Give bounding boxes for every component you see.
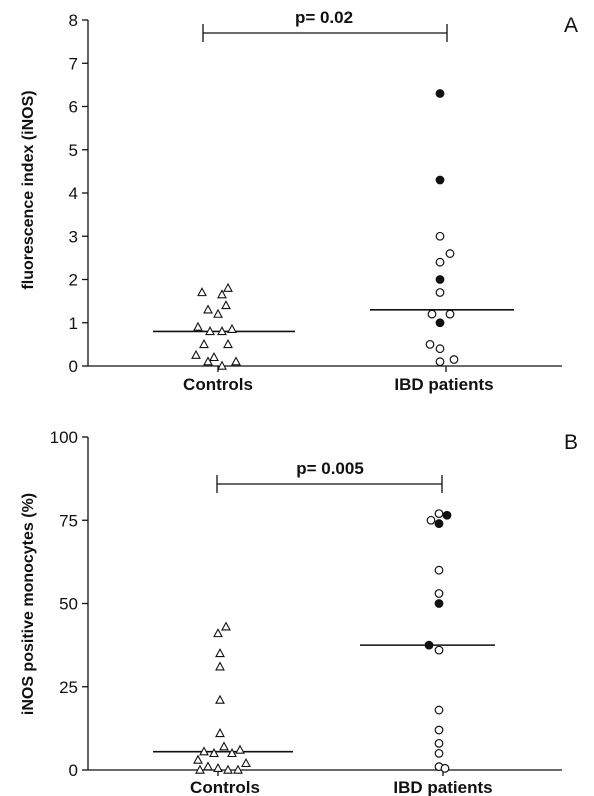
panel-b-ibd-point-open (434, 738, 444, 748)
panel-a-control-point (217, 289, 227, 299)
panel-a-control-point (199, 339, 209, 349)
panel-b-control-point (213, 628, 223, 638)
panel-a-ibd-point-open (445, 309, 455, 319)
panel-a-ibd-point-filled (435, 175, 445, 185)
panel-b-ibd-point-open (440, 763, 450, 773)
panel-a-y-axis-label: fluorescence index (iNOS) (20, 90, 37, 289)
panel-b-ibd-point-open (434, 645, 444, 655)
panel-b-control-point (195, 764, 205, 774)
panel-b-y-tick-label: 100 (50, 428, 78, 447)
panel-b-x-category-ibd: IBD patients (393, 778, 492, 796)
panel-b-ibd-point-open (434, 725, 444, 735)
panel-b-x-category-controls: Controls (190, 778, 260, 796)
panel-a-control-point (191, 349, 201, 359)
panel-a-control-point (223, 282, 233, 292)
panel-b-ibd-point-open (434, 509, 444, 518)
panel-b-ibd-point-filled (434, 519, 444, 528)
panel-a-p-value: p= 0.02 (295, 8, 353, 27)
panel-b-ibd-point-open (426, 515, 436, 525)
panel-a-control-point (205, 326, 215, 336)
panel-b-control-point (227, 747, 237, 758)
panel-a-ibd-point-open (435, 357, 445, 367)
panel-b-control-point (221, 621, 231, 631)
panel-a-ibd-point-open (445, 249, 455, 258)
panel-b-control-point (199, 746, 209, 756)
panel-b-y-tick-label: 0 (69, 761, 78, 780)
panel-a-control-point (213, 308, 223, 318)
panel-b-ibd-point-filled (434, 599, 444, 608)
panel-a-y-tick-label: 5 (69, 141, 78, 160)
panel-a-control-point (217, 360, 227, 370)
panel-b-y-tick-label: 25 (59, 678, 78, 697)
panel-b-control-point (241, 757, 251, 768)
panel-a-y-tick-label: 3 (69, 227, 78, 246)
panel-b-control-point (215, 661, 225, 671)
panel-b-p-value: p= 0.005 (296, 459, 364, 478)
panel-a-y-tick-label: 8 (69, 11, 78, 30)
panel-b-ibd-point-open (434, 748, 444, 758)
panel-a-ibd-point-open (435, 344, 445, 354)
panel-b-control-point (193, 754, 203, 764)
panel-b: iNOS positive monocytes (%) B p= 0.005 C… (20, 428, 578, 796)
panel-a-control-point (197, 287, 207, 297)
panel-a-y-tick-label: 7 (69, 54, 78, 73)
panel-a-ibd-point-filled (435, 318, 445, 328)
panel-b-control-point (209, 747, 219, 758)
panel-a-control-point (227, 323, 237, 333)
panel-a-control-point (209, 351, 219, 362)
panel-b-control-point (219, 741, 229, 751)
panel-b-y-axis-label: iNOS positive monocytes (%) (20, 493, 37, 715)
panel-a-control-point (203, 356, 213, 366)
panel-b-ibd-point-filled (442, 510, 452, 520)
panel-a-x-category-ibd: IBD patients (394, 375, 493, 394)
panel-a-ibd-point-open (425, 339, 435, 349)
panel-b-ibd-point-open (434, 589, 444, 598)
panel-a-control-point (221, 300, 231, 310)
panel-a-x-category-controls: Controls (183, 375, 253, 394)
panel-b-control-point (233, 764, 243, 774)
panel-a-y-tick-label: 1 (69, 314, 78, 333)
panel-b-y-tick-label: 75 (59, 511, 78, 530)
panel-a-ibd-point-filled (435, 89, 445, 98)
panel-b-control-point (235, 744, 245, 754)
panel-b-control-point (215, 728, 225, 738)
panel-a-y-tick-label: 4 (69, 184, 78, 203)
panel-a-ibd-point-open (435, 257, 445, 267)
panel-b-control-point (213, 762, 223, 773)
panel-b-ibd-point-filled (424, 640, 434, 650)
panel-a-label: A (564, 14, 578, 37)
panel-b-control-point (203, 761, 213, 771)
panel-b-control-point (223, 764, 233, 774)
panel-b-label: B (564, 431, 578, 454)
panel-a-ibd-point-open (449, 355, 459, 364)
panel-a: fluorescence index (iNOS) A p= 0.02 Cont… (20, 8, 578, 394)
panel-b-ibd-point-open (434, 705, 444, 715)
panel-a-control-point (223, 339, 233, 349)
panel-b-control-point (215, 694, 225, 704)
panel-a-ibd-point-open (427, 309, 437, 319)
panel-b-control-point (215, 648, 225, 658)
panel-a-y-tick-label: 0 (69, 357, 78, 376)
panel-a-control-point (193, 321, 203, 331)
panel-b-ibd-point-open (434, 565, 444, 575)
panel-a-ibd-point-filled (435, 275, 445, 284)
panel-a-ibd-point-open (435, 288, 445, 297)
panel-a-control-point (217, 326, 227, 336)
panel-a-ibd-point-open (435, 231, 445, 241)
panel-a-y-tick-label: 2 (69, 271, 78, 290)
panel-a-control-point (231, 356, 241, 366)
panel-a-control-point (203, 304, 213, 314)
panel-b-y-tick-label: 50 (59, 595, 78, 614)
panel-a-y-tick-label: 6 (69, 98, 78, 117)
